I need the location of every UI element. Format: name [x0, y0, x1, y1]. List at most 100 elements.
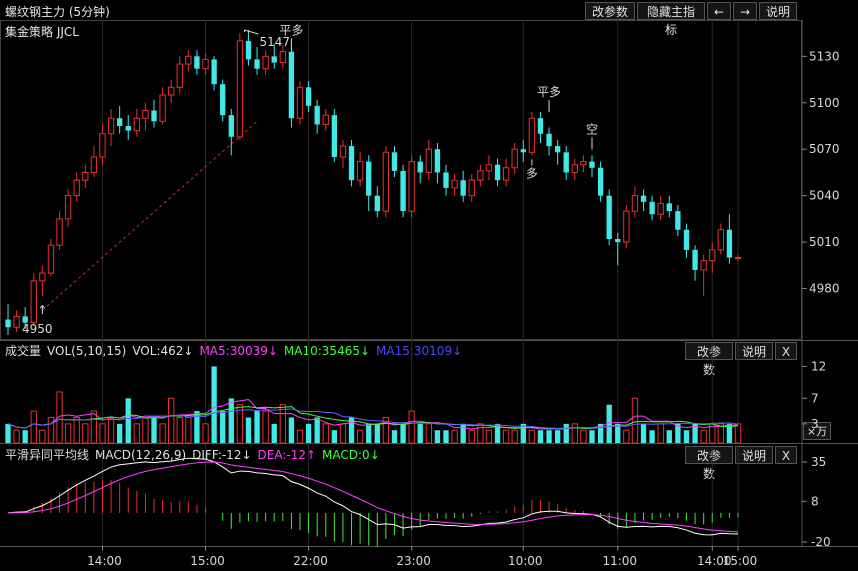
candle-body [56, 218, 63, 246]
volume-bar [631, 397, 639, 444]
candle-body [709, 249, 716, 262]
volume-bar [528, 429, 536, 444]
vol-tick-label: 12 [811, 359, 826, 373]
candle-body [73, 179, 80, 197]
macd-tick-label: -20 [811, 535, 831, 549]
window-header: 螺纹钢主力 (5分钟) 改参数 隐藏主指标 ← → 说明 [0, 0, 858, 37]
candle-body [133, 117, 140, 132]
candle-body [296, 86, 304, 119]
candle-body [485, 164, 493, 172]
params-button[interactable]: 改参数 [585, 2, 635, 20]
volume-bar [425, 423, 432, 444]
candle-body [434, 149, 441, 173]
candle-body [314, 105, 320, 125]
candle-body [90, 156, 98, 173]
candle-body [692, 249, 698, 270]
candle-body [279, 51, 286, 64]
volume-bar [176, 416, 183, 444]
volume-bar [451, 429, 458, 444]
volume-bar [563, 423, 569, 443]
x-tick-label: 11:00 [602, 554, 637, 568]
volume-bar [211, 366, 217, 443]
candle-body [391, 152, 398, 171]
macd-tick-label: 35 [811, 455, 826, 469]
candle-body [254, 59, 260, 69]
scroll-left-button[interactable]: ← [707, 2, 731, 20]
volume-bar [185, 416, 192, 444]
candle-body [176, 63, 183, 88]
candle-body [657, 202, 664, 215]
y-tick-label: 5070 [809, 142, 840, 156]
volume-bar [391, 430, 398, 443]
volume-bar [142, 416, 149, 444]
candle-body [597, 167, 604, 196]
scroll-right-button[interactable]: → [733, 2, 757, 20]
candle-body [159, 94, 166, 122]
volume-bar [254, 411, 260, 443]
volume-bar [692, 423, 698, 443]
candle-body [451, 179, 458, 189]
hide-indicator-button[interactable]: 隐藏主指标 [637, 2, 705, 37]
macd-close-button[interactable]: X [775, 446, 797, 464]
candle-body [125, 125, 131, 131]
volume-bar [348, 417, 355, 443]
volume-bar [443, 430, 449, 443]
volume-bar [400, 423, 406, 443]
candle-body [425, 148, 432, 173]
volume-bar [151, 417, 157, 443]
help-button[interactable]: 说明 [759, 2, 797, 20]
volume-bar [502, 429, 510, 444]
candle-body [151, 110, 157, 122]
low-label: 4950 [22, 322, 53, 336]
candle-body [528, 117, 536, 153]
macd-legend: 平滑异同平均线 MACD(12,26,9) DIFF:-12↓ DEA:-12↑ MAC… [5, 446, 386, 463]
x-tick-label: 15:00 [190, 554, 225, 568]
candle-body [339, 145, 347, 158]
volume-bar [90, 410, 98, 444]
volume-bar [245, 417, 252, 443]
macd-params-button[interactable]: 改参数 [685, 446, 733, 481]
volume-bar [133, 423, 140, 444]
volume-bar [366, 423, 372, 443]
candle-body [82, 171, 89, 181]
trend-line [42, 120, 258, 311]
y-tick-label: 5010 [809, 235, 840, 249]
macd-legend-item: MACD(12,26,9) [95, 448, 187, 462]
volume-bar [99, 423, 106, 444]
candle-body [666, 203, 672, 212]
vol-tick-label: 7 [811, 391, 819, 405]
volume-params-button[interactable]: 改参数 [685, 342, 733, 377]
volume-bar [485, 429, 493, 444]
volume-legend-item: MA10:35465↓ [283, 344, 371, 358]
y-tick-label: 4980 [809, 282, 840, 296]
volume-bar [279, 404, 286, 444]
volume-bar [47, 416, 55, 444]
macd-help-button[interactable]: 说明 [735, 446, 773, 464]
volume-bar [666, 430, 672, 443]
candle-body [606, 195, 612, 240]
candle-body [107, 117, 115, 135]
candle-body [537, 118, 544, 134]
volume-close-button[interactable]: X [775, 342, 797, 360]
volume-bar [571, 423, 578, 444]
candle-body [356, 161, 364, 181]
volume-unit-button[interactable]: ×万 [803, 422, 831, 440]
volume-bar [13, 429, 20, 444]
candle-body [168, 86, 175, 96]
volume-legend-item: VOL(5,10,15) [47, 344, 127, 358]
candle-body [116, 118, 123, 126]
volume-bar [374, 423, 380, 443]
volume-help-button[interactable]: 说明 [735, 342, 773, 360]
candle-body [502, 167, 510, 181]
x-tick-label: 15:00 [723, 554, 758, 568]
volume-bar [116, 423, 123, 443]
macd-legend-item: DEA:-12↑ [257, 448, 317, 462]
candle-body [366, 161, 372, 196]
signal-label: 平多 [279, 23, 303, 37]
candle-body [649, 201, 655, 215]
volume-bar [82, 423, 89, 444]
macd-name: 平滑异同平均线 [5, 448, 90, 462]
signal-label: 平多 [537, 85, 561, 99]
volume-bar [511, 429, 518, 444]
